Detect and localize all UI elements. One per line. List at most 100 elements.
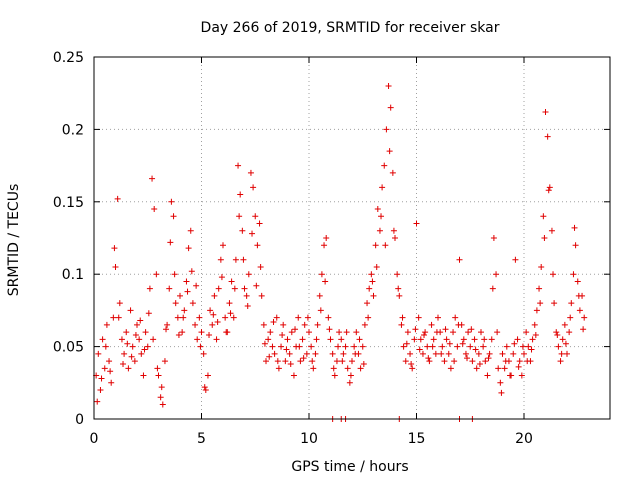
data-point (349, 358, 355, 365)
data-point (210, 311, 217, 318)
data-point (570, 271, 577, 278)
data-point (201, 384, 208, 391)
data-point (271, 350, 278, 357)
data-point (166, 285, 173, 292)
data-point (452, 314, 459, 321)
data-point (478, 329, 484, 336)
data-point (488, 336, 495, 343)
data-point (299, 336, 306, 343)
data-point (430, 336, 437, 343)
x-tick-label: 0 (90, 431, 99, 447)
data-point (469, 358, 476, 365)
data-point (128, 353, 135, 360)
data-point (353, 329, 360, 336)
data-point (566, 329, 573, 336)
data-point (263, 358, 269, 365)
data-point (254, 242, 261, 249)
data-point (236, 213, 243, 220)
data-point (456, 256, 463, 263)
data-point (537, 300, 544, 307)
data-point (181, 307, 188, 314)
data-point (185, 245, 192, 252)
data-point (562, 340, 569, 347)
data-point (398, 321, 405, 328)
data-point (568, 300, 575, 307)
data-point (507, 372, 514, 379)
data-point (455, 321, 462, 328)
data-point (112, 263, 119, 270)
data-point (253, 282, 260, 289)
data-point (274, 358, 281, 365)
data-point (286, 350, 293, 357)
data-point (439, 343, 446, 350)
data-point (240, 256, 247, 263)
data-point (134, 321, 140, 328)
data-point (347, 372, 354, 379)
data-point (386, 148, 393, 155)
data-point (370, 292, 377, 299)
data-point (114, 195, 121, 202)
data-point (465, 329, 472, 336)
data-point (422, 329, 429, 336)
data-point (252, 213, 259, 220)
data-point (118, 336, 125, 343)
data-point (554, 332, 561, 339)
data-point (336, 329, 343, 336)
data-point (481, 336, 488, 343)
data-point (121, 350, 128, 357)
data-point (532, 332, 539, 339)
data-point (220, 242, 226, 249)
data-point (297, 358, 304, 365)
data-point (226, 300, 233, 307)
data-point (379, 184, 386, 191)
data-point (101, 365, 108, 372)
data-point (209, 321, 216, 328)
data-point (514, 336, 521, 343)
data-point (175, 332, 182, 339)
data-point (287, 360, 294, 367)
data-point (338, 336, 345, 343)
data-point (424, 343, 431, 350)
data-point (460, 336, 467, 343)
data-point (187, 227, 194, 234)
data-point (409, 365, 416, 372)
data-point (321, 242, 328, 249)
data-point (464, 355, 471, 362)
data-point (198, 329, 205, 336)
y-tick-label: 0.2 (62, 122, 84, 138)
data-point (261, 340, 268, 347)
data-point (131, 358, 138, 365)
data-point (200, 350, 207, 357)
data-point (172, 300, 179, 307)
data-point (250, 184, 257, 191)
data-point (174, 314, 181, 321)
data-point (374, 206, 381, 213)
data-point (295, 314, 302, 321)
data-point (218, 274, 225, 281)
data-point (142, 329, 149, 336)
data-point (538, 263, 545, 270)
data-point (451, 358, 458, 365)
data-point (247, 169, 254, 176)
data-point (300, 355, 307, 362)
data-point (153, 271, 160, 278)
y-tick-label: 0.1 (62, 267, 84, 283)
data-point (331, 372, 338, 379)
data-point (214, 318, 221, 325)
data-point (574, 278, 581, 285)
data-point (529, 336, 536, 343)
data-point (108, 379, 115, 386)
data-point (412, 326, 419, 333)
data-point (433, 329, 440, 336)
data-point (231, 285, 238, 292)
data-point (314, 321, 321, 328)
data-point (525, 343, 532, 350)
data-point (110, 314, 117, 321)
data-point (327, 336, 334, 343)
data-point (124, 340, 131, 347)
data-point (115, 314, 122, 321)
data-point (310, 365, 317, 372)
data-point (215, 285, 222, 292)
data-point (132, 332, 139, 339)
